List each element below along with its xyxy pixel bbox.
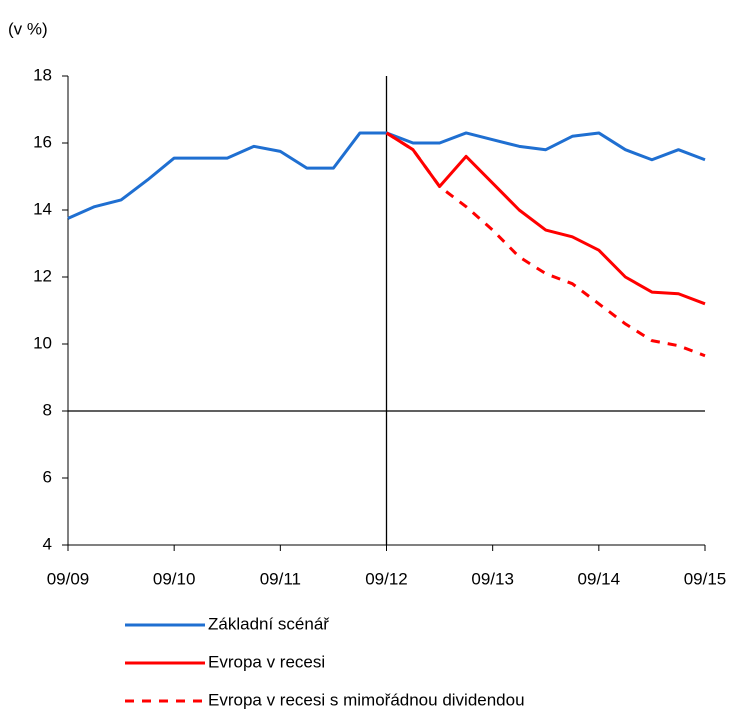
y-tick-label: 16 bbox=[33, 132, 52, 151]
x-tick-label: 09/12 bbox=[365, 569, 408, 588]
legend-label: Základní scénář bbox=[208, 614, 329, 633]
y-tick-label: 6 bbox=[43, 467, 52, 486]
x-tick-label: 09/09 bbox=[47, 569, 90, 588]
series-line bbox=[385, 131, 706, 358]
legend-label: Evropa v recesi bbox=[208, 652, 325, 671]
y-tick-label: 4 bbox=[43, 534, 52, 553]
x-tick-label: 09/11 bbox=[260, 569, 301, 588]
x-tick-label: 09/13 bbox=[471, 569, 514, 588]
y-tick-label: 8 bbox=[43, 400, 52, 419]
y-tick-label: 12 bbox=[33, 266, 52, 285]
x-tick-label: 09/15 bbox=[684, 569, 727, 588]
x-tick-label: 09/14 bbox=[578, 569, 621, 588]
y-tick-label: 10 bbox=[33, 333, 52, 352]
legend-label: Evropa v recesi s mimořádnou dividendou bbox=[208, 690, 525, 709]
y-axis-label: (v %) bbox=[8, 19, 48, 38]
x-tick-label: 09/10 bbox=[153, 569, 196, 588]
y-tick-label: 14 bbox=[33, 199, 52, 218]
y-tick-label: 18 bbox=[33, 65, 52, 84]
